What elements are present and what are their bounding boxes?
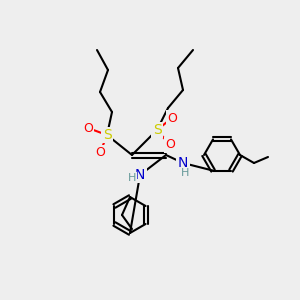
Text: N: N — [178, 156, 188, 170]
Text: H: H — [128, 173, 136, 183]
Text: N: N — [135, 168, 145, 182]
Text: H: H — [181, 168, 189, 178]
Text: O: O — [95, 146, 105, 160]
Text: O: O — [83, 122, 93, 134]
Text: O: O — [165, 139, 175, 152]
Text: O: O — [167, 112, 177, 124]
Text: S: S — [103, 128, 111, 142]
Text: S: S — [153, 123, 161, 137]
